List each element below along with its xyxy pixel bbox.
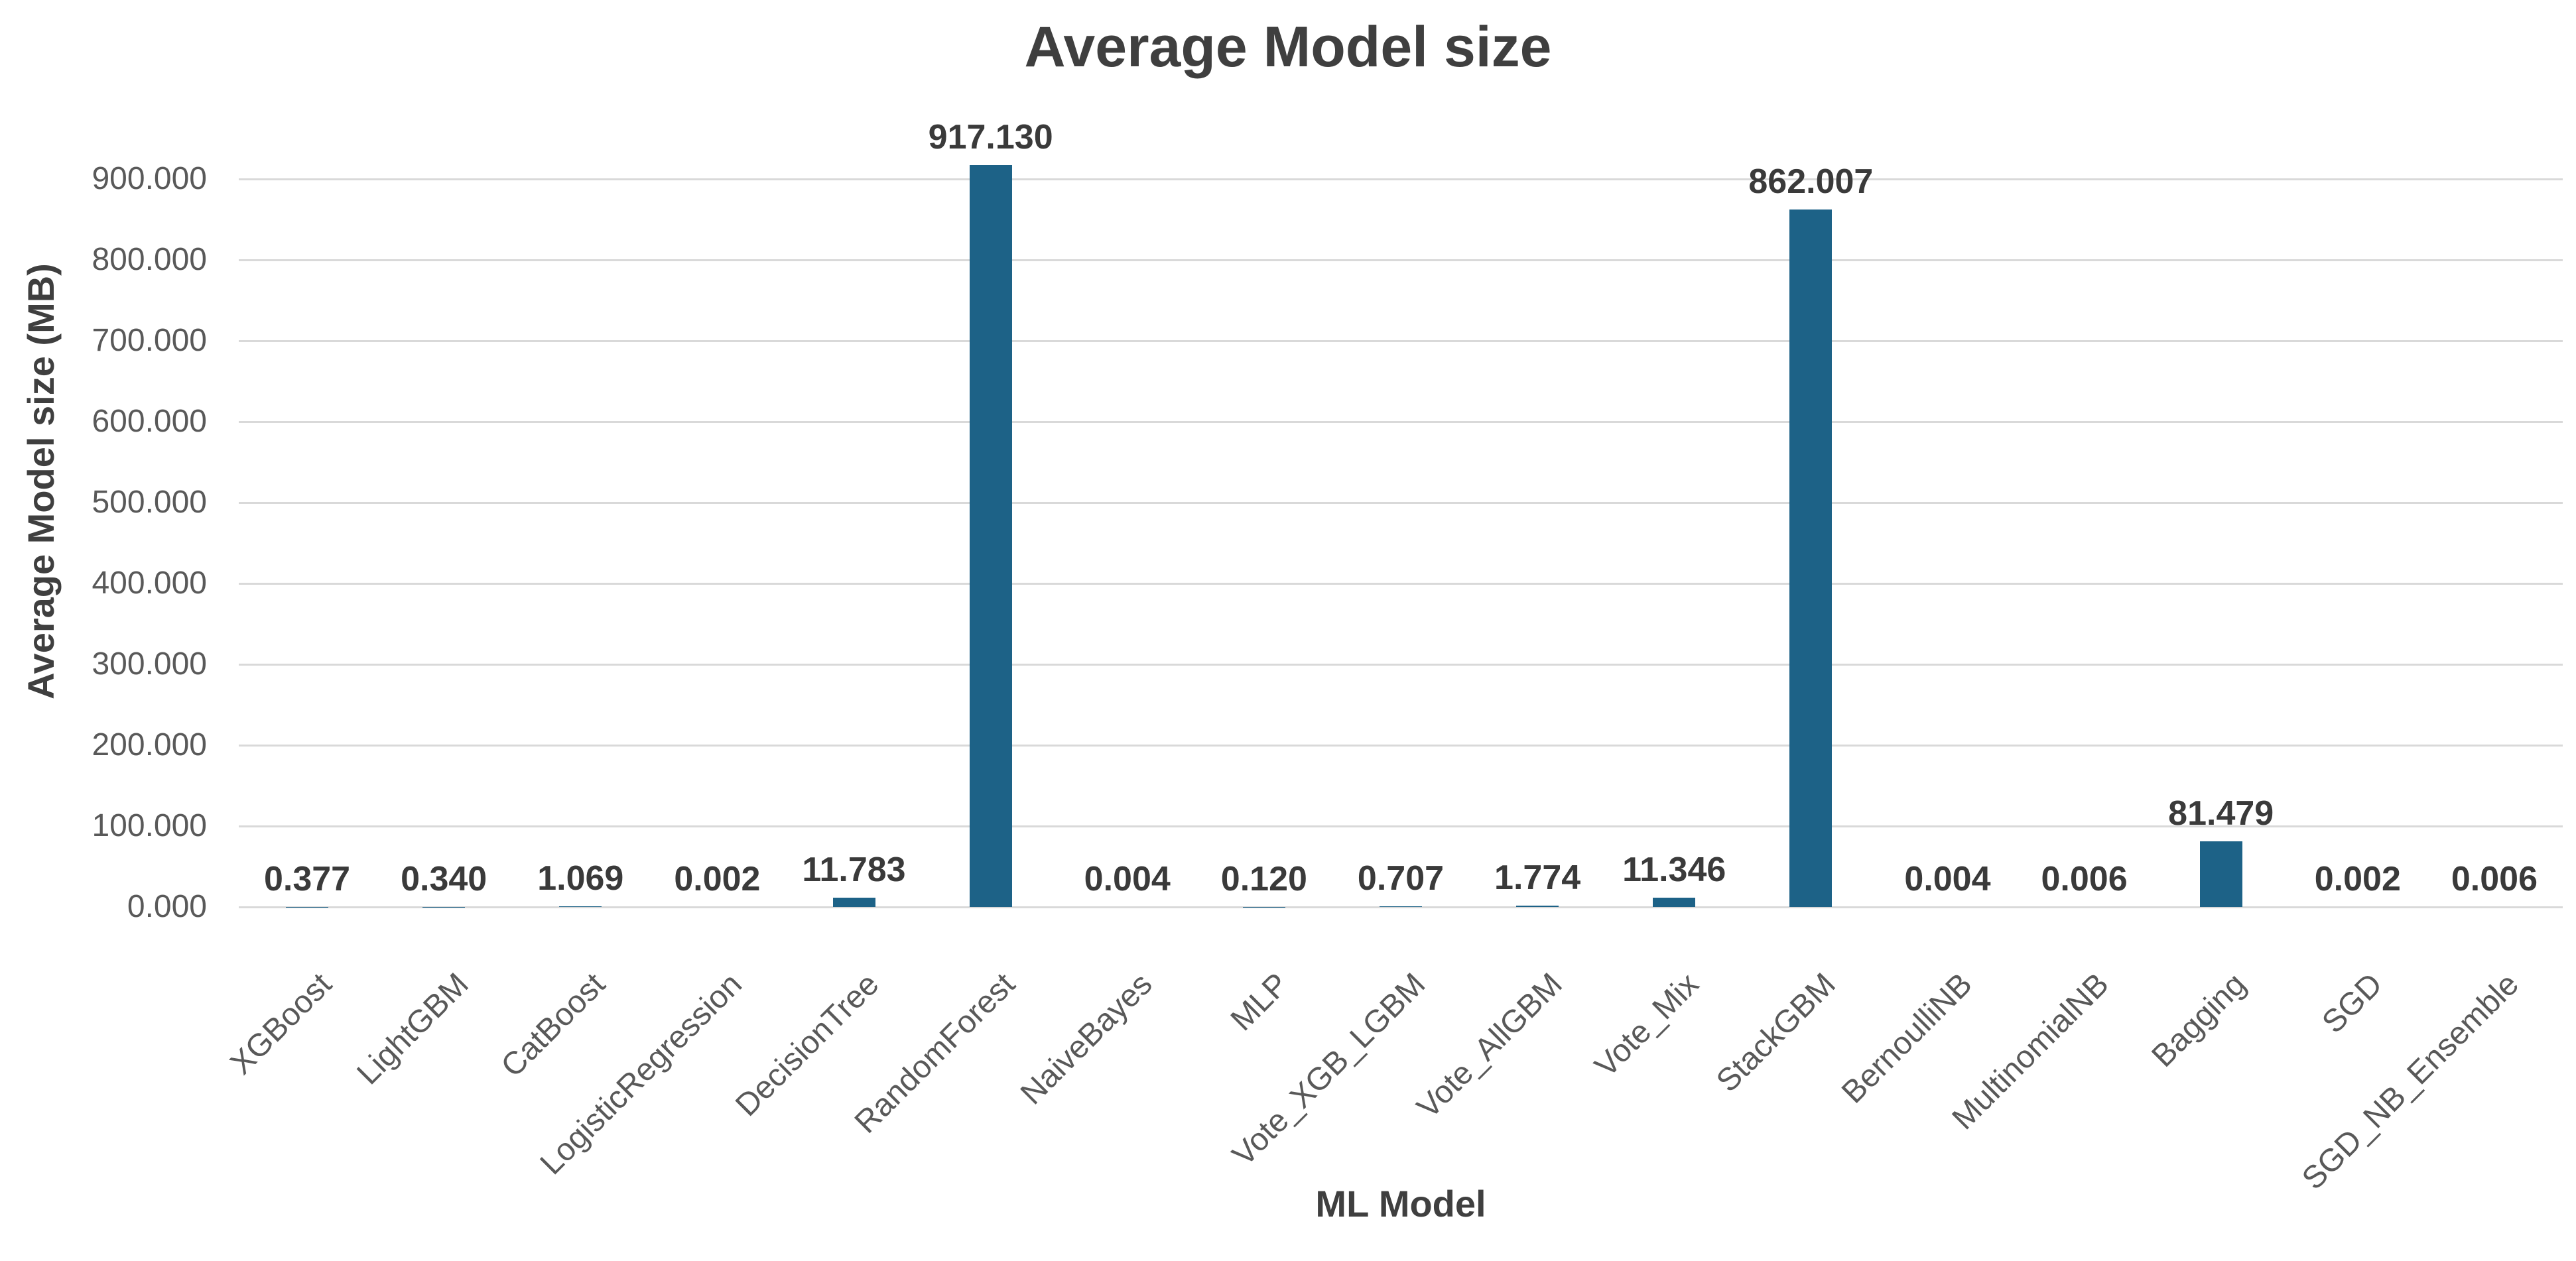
bar-Vote_XGB_LGBM — [1380, 906, 1422, 907]
data-label-Vote_AllGBM: 1.774 — [1494, 858, 1581, 897]
x-axis-category-labels: XGBoost LightGBM CatBoost LogisticRegressio… — [0, 907, 2576, 1261]
bar-StackGBM — [1789, 210, 1833, 907]
y-tick-label: 800.000 — [92, 242, 207, 277]
x-category-label-StackGBM: StackGBM — [1710, 966, 1842, 1099]
data-label-SGD: 0.002 — [2314, 860, 2401, 898]
x-category-label-BernoulliNB: BernoulliNB — [1835, 966, 1979, 1111]
data-label-MultinomialNB: 0.006 — [2041, 860, 2128, 898]
gridline — [239, 501, 2563, 504]
gridline — [239, 420, 2563, 423]
x-category-label-XGBoost: XGBoost — [224, 966, 339, 1082]
chart-title: Average Model size — [1024, 15, 1552, 79]
x-category-label-Vote_Mix: Vote_Mix — [1588, 966, 1706, 1084]
x-category-label-NaiveBayes: NaiveBayes — [1013, 966, 1159, 1112]
data-label-LogisticRegression: 0.002 — [674, 860, 761, 898]
y-axis-tick-labels: 0.000 100.000 200.000 300.000 400.000 500.000… — [0, 139, 207, 924]
x-category-label-LightGBM: LightGBM — [350, 966, 476, 1092]
x-category-label-DecisionTree: DecisionTree — [728, 966, 885, 1124]
bar-RandomForest — [969, 165, 1012, 907]
data-label-StackGBM: 862.007 — [1748, 162, 1874, 202]
gridline — [239, 582, 2563, 585]
bar-Vote_AllGBM — [1516, 905, 1559, 907]
bar-DecisionTree — [832, 897, 875, 907]
data-label-LightGBM: 0.340 — [401, 859, 487, 898]
gridline — [239, 339, 2563, 342]
gridline — [239, 744, 2563, 747]
data-label-SGD_NB_Ensemble: 0.006 — [2451, 860, 2538, 898]
data-label-RandomForest: 917.130 — [928, 118, 1053, 157]
y-tick-label: 300.000 — [92, 646, 207, 682]
x-category-label-CatBoost: CatBoost — [494, 966, 612, 1084]
x-category-label-Vote_AllGBM: Vote_AllGBM — [1410, 966, 1569, 1126]
data-label-MLP: 0.120 — [1220, 859, 1307, 898]
bar-Vote_Mix — [1653, 898, 1696, 907]
x-category-label-MLP: MLP — [1224, 966, 1296, 1038]
plot-area: 0.377 0.340 1.069 0.002 11.783 917.130 0.004 0.… — [239, 120, 2563, 908]
gridline — [239, 906, 2563, 908]
bar-Bagging — [2199, 841, 2242, 907]
data-label-XGBoost: 0.377 — [263, 859, 351, 898]
data-label-BernoulliNB: 0.004 — [1904, 860, 1991, 898]
data-label-Vote_Mix: 11.346 — [1622, 851, 1726, 890]
y-tick-label: 100.000 — [92, 808, 207, 843]
y-tick-label: 600.000 — [92, 404, 207, 439]
y-tick-label: 400.000 — [92, 566, 207, 601]
bar-CatBoost — [559, 906, 602, 907]
y-tick-label: 500.000 — [92, 485, 207, 520]
data-label-Vote_XGB_LGBM: 0.707 — [1357, 859, 1445, 898]
x-category-label-SGD: SGD — [2315, 966, 2390, 1040]
gridline — [239, 259, 2563, 261]
y-tick-label: 200.000 — [92, 727, 207, 762]
data-label-Bagging: 81.479 — [2168, 794, 2274, 833]
data-label-CatBoost: 1.069 — [537, 859, 624, 898]
y-tick-label: 900.000 — [92, 161, 207, 196]
x-category-label-Bagging: Bagging — [2145, 966, 2253, 1074]
gridline — [239, 663, 2563, 666]
y-tick-label: 700.000 — [92, 323, 207, 358]
gridline — [239, 825, 2563, 827]
x-axis-title: ML Model — [1315, 1183, 1486, 1225]
gridline — [239, 178, 2563, 180]
data-label-DecisionTree: 11.783 — [802, 850, 906, 889]
y-tick-label: 0.000 — [127, 889, 207, 924]
data-label-NaiveBayes: 0.004 — [1084, 860, 1171, 898]
